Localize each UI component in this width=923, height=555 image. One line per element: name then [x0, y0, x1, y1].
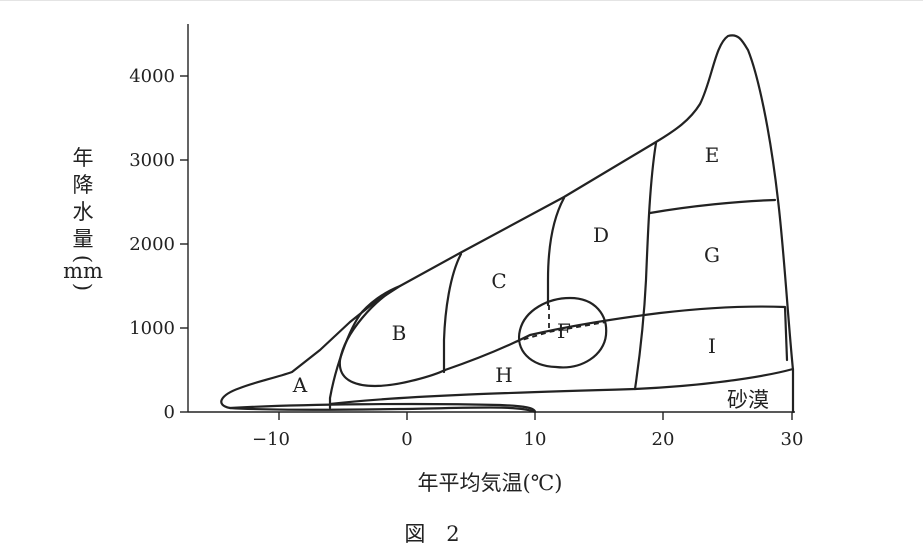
region-label-a: A: [292, 373, 308, 397]
y-axis-label-char: 降: [73, 173, 94, 197]
x-tick-label: 0: [401, 429, 412, 450]
region-label-h: H: [495, 363, 512, 387]
region-label-d: D: [593, 223, 609, 247]
region-label-i: I: [708, 334, 716, 358]
boundary-c-h-i: [443, 305, 789, 372]
x-tick-label: −10: [252, 429, 290, 450]
y-axis-label-char: mm: [63, 259, 103, 283]
y-tick-label: 4000: [129, 66, 175, 87]
desert-boundary: [328, 367, 795, 406]
dashed-divider-horizontal: [514, 321, 607, 343]
y-tick-label: 1000: [129, 318, 175, 339]
region-label-e: E: [705, 143, 720, 167]
y-tick-label: 3000: [129, 150, 175, 171]
region-label-c: C: [491, 269, 506, 293]
boundary-a-b: [328, 284, 402, 410]
figure-caption: 図 2: [404, 522, 459, 546]
boundary-b-c: [442, 252, 463, 374]
y-axis-label-char: ): [71, 283, 95, 291]
y-axis-label-char: 水: [73, 200, 94, 224]
top-rule: [0, 0, 923, 1]
y-axis-label-char: 年: [73, 146, 94, 170]
lower-lens-boundary: [228, 402, 537, 414]
boundary-b-loop: [338, 285, 447, 388]
x-tick-label: 20: [652, 429, 675, 450]
boundary-e-g: [648, 198, 777, 215]
y-axis-label-char: 量: [73, 227, 94, 251]
y-tick-label: 0: [164, 402, 175, 423]
region-label-f: F: [557, 319, 571, 343]
region-label-g: G: [704, 243, 720, 267]
y-axis-label: 年 降 水 量 ( mm ): [63, 146, 103, 291]
boundary-d-eg: [633, 141, 658, 391]
region-f-oval: [517, 296, 608, 369]
y-axis-label-char: (: [71, 255, 95, 263]
boundary-c-d: [546, 196, 566, 307]
x-tick-label: 30: [781, 429, 804, 450]
x-tick-label: 10: [524, 429, 547, 450]
outer-boundary: [220, 34, 795, 414]
region-label-b: B: [392, 321, 407, 345]
x-axis-label: 年平均気温(℃): [418, 471, 563, 495]
y-tick-label: 2000: [129, 234, 175, 255]
region-label-desert: 砂漠: [727, 388, 769, 412]
